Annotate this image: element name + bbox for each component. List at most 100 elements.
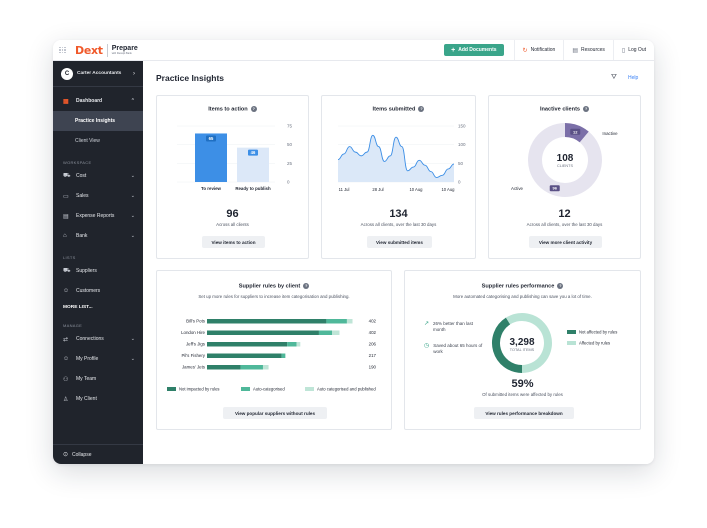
chevron-down-icon: ⌄	[130, 336, 135, 342]
x-tick-label: To review	[201, 186, 222, 191]
user-icon: ☺	[63, 356, 70, 362]
dext-logo[interactable]: Dext	[75, 43, 103, 57]
sidebar-item-my-client[interactable]: ♙ My Client	[63, 396, 97, 403]
resources-link[interactable]: ▤ Resources	[563, 40, 613, 60]
top-actions: + Add Documents ↻ Notification ▤ Resourc…	[444, 40, 654, 60]
legend-label: Affected by rules	[579, 341, 610, 346]
top-bar: Dext Prepare with Receipt Bank + Add Doc…	[53, 40, 654, 61]
sidebar-item-sales[interactable]: ▭ Sales ⌄	[63, 193, 135, 200]
supplier-rules-title: Supplier rules by client?	[238, 283, 310, 290]
bar-segment	[207, 365, 241, 370]
center-label: CLIENTS	[557, 164, 574, 168]
items-submitted-title: Items submitted?	[372, 106, 425, 113]
document-icon: ▤	[572, 47, 578, 54]
collapse-button[interactable]: ⊙ Collapse	[53, 444, 143, 464]
bar-segment	[262, 365, 269, 370]
bar-segment	[207, 342, 288, 347]
prepare-logo: Prepare with Receipt Bank	[111, 44, 138, 55]
app-window: Dext Prepare with Receipt Bank + Add Doc…	[53, 40, 654, 464]
legend-label: Not affected by rules	[579, 330, 617, 335]
x-tick-label: 10 Aug	[441, 187, 455, 192]
supplier-rules-subtitle: Set up more rules for suppliers to incre…	[198, 294, 350, 299]
add-documents-button[interactable]: + Add Documents	[444, 44, 504, 56]
app-grid-icon[interactable]	[59, 46, 66, 54]
sidebar-item-connections[interactable]: ⇄ Connections ⌄	[63, 336, 135, 343]
notification-link[interactable]: ↻ Notification	[513, 40, 564, 60]
chevron-down-icon: ⌄	[130, 173, 135, 179]
trend-up-icon: ↗	[424, 321, 430, 327]
stat-improvement: ↗ 26% better than last month	[424, 321, 474, 333]
sidebar-item-my-profile[interactable]: ☺ My Profile ⌄	[63, 356, 135, 362]
bar-segment	[240, 365, 263, 370]
legend-swatch	[567, 330, 576, 334]
supplier-rules-card: Supplier rules by client? Set up more ru…	[156, 270, 392, 430]
logo-divider	[106, 43, 108, 57]
help-link[interactable]: Help	[628, 75, 639, 81]
sidebar-item-bank[interactable]: ⌂ Bank ⌄	[63, 233, 135, 239]
logout-link[interactable]: ▯ Log Out	[612, 40, 654, 60]
sidebar-item-customers[interactable]: ☺ Customers	[63, 288, 101, 294]
area-fill	[338, 135, 454, 182]
manage-heading: MANAGE	[63, 323, 83, 328]
x-tick-label: Ready to publish	[235, 186, 271, 191]
items-submitted-chart: 150 100 50 0 11 Jul 28 Jul 10 Aug 10 Aug	[337, 124, 466, 192]
sidebar-item-dashboard[interactable]: ▦ Dashboard ⌃	[63, 98, 135, 105]
data-label: 46	[251, 150, 256, 155]
help-icon[interactable]: ?	[250, 106, 257, 112]
rules-performance-caption: Of submitted items were affected by rule…	[482, 392, 563, 397]
pie-slice	[505, 313, 552, 373]
slice-value: 96	[553, 186, 558, 191]
customers-icon: ☺	[63, 288, 70, 294]
chevron-up-icon: ⌃	[130, 98, 135, 104]
view-client-activity-button[interactable]: View more client activity	[529, 236, 602, 248]
filter-icon[interactable]: ⛛	[611, 74, 617, 81]
chevron-down-icon: ⌄	[130, 356, 135, 362]
supplier-rules-chart: Bill's Pots 402 London Hire 402 Jeff's Jigs 2…	[167, 319, 377, 392]
x-tick-label: 10 Aug	[409, 187, 423, 192]
account-name: Carter Accountants	[77, 71, 122, 76]
inactive-clients-value: 12	[558, 208, 571, 220]
view-rules-breakdown-button[interactable]: View rules performance breakdown	[474, 407, 574, 419]
chevron-down-icon: ⌄	[130, 233, 135, 239]
page-title: Practice Insights	[156, 73, 225, 83]
items-to-action-card: Items to action? 75 50 25 0 65 To review 46 Rea…	[156, 95, 309, 259]
help-icon[interactable]: ?	[418, 106, 425, 112]
sidebar-item-practice-insights[interactable]: Practice Insights	[53, 111, 143, 131]
main-content: Practice Insights ⛛ Help Items to action…	[143, 61, 654, 464]
sidebar-item-cost[interactable]: ⛟ Cost ⌄	[63, 173, 135, 179]
slice-label: Inactive	[602, 131, 618, 136]
more-list-link[interactable]: MORE LIST...	[63, 305, 93, 310]
avatar: C	[61, 67, 73, 80]
clock-icon: ◷	[424, 343, 430, 349]
slice-value-badge	[549, 185, 560, 192]
sidebar-item-expense-reports[interactable]: ▤ Expense Reports ⌄	[63, 213, 135, 220]
sidebar-item-suppliers[interactable]: ⛟ Suppliers	[63, 268, 97, 274]
category-label: London Hire	[181, 330, 205, 335]
legend-swatch	[241, 387, 250, 391]
rules-performance-percent: 59%	[511, 378, 534, 390]
account-switcher[interactable]: C Carter Accountants ›	[53, 61, 143, 87]
bar-segment	[207, 319, 327, 324]
connections-icon: ⇄	[63, 336, 69, 343]
help-icon[interactable]: ?	[557, 283, 564, 289]
help-icon[interactable]: ?	[303, 283, 310, 289]
bar	[195, 133, 227, 182]
sidebar-item-client-view[interactable]: Client View	[75, 138, 100, 144]
collapse-icon: ⊙	[63, 452, 69, 458]
sidebar-item-my-team[interactable]: ⚇ My Team	[63, 376, 97, 383]
bar-segment	[318, 330, 332, 335]
view-submitted-items-button[interactable]: View submitted items	[367, 236, 432, 248]
help-icon[interactable]: ?	[583, 106, 590, 112]
y-tick-label: 0	[458, 180, 461, 185]
bar-segment	[287, 342, 297, 347]
view-popular-suppliers-button[interactable]: View popular suppliers without rules	[223, 407, 327, 419]
view-items-to-action-button[interactable]: View items to action	[202, 236, 265, 248]
rules-performance-title: Supplier rules performance?	[481, 283, 564, 290]
sidebar: C Carter Accountants › ▦ Dashboard ⌃ Pra…	[53, 61, 143, 464]
y-tick-label: 150	[458, 124, 466, 129]
client-icon: ♙	[63, 396, 69, 403]
cart-icon: ⛟	[63, 173, 71, 179]
y-tick-label: 100	[458, 142, 466, 147]
